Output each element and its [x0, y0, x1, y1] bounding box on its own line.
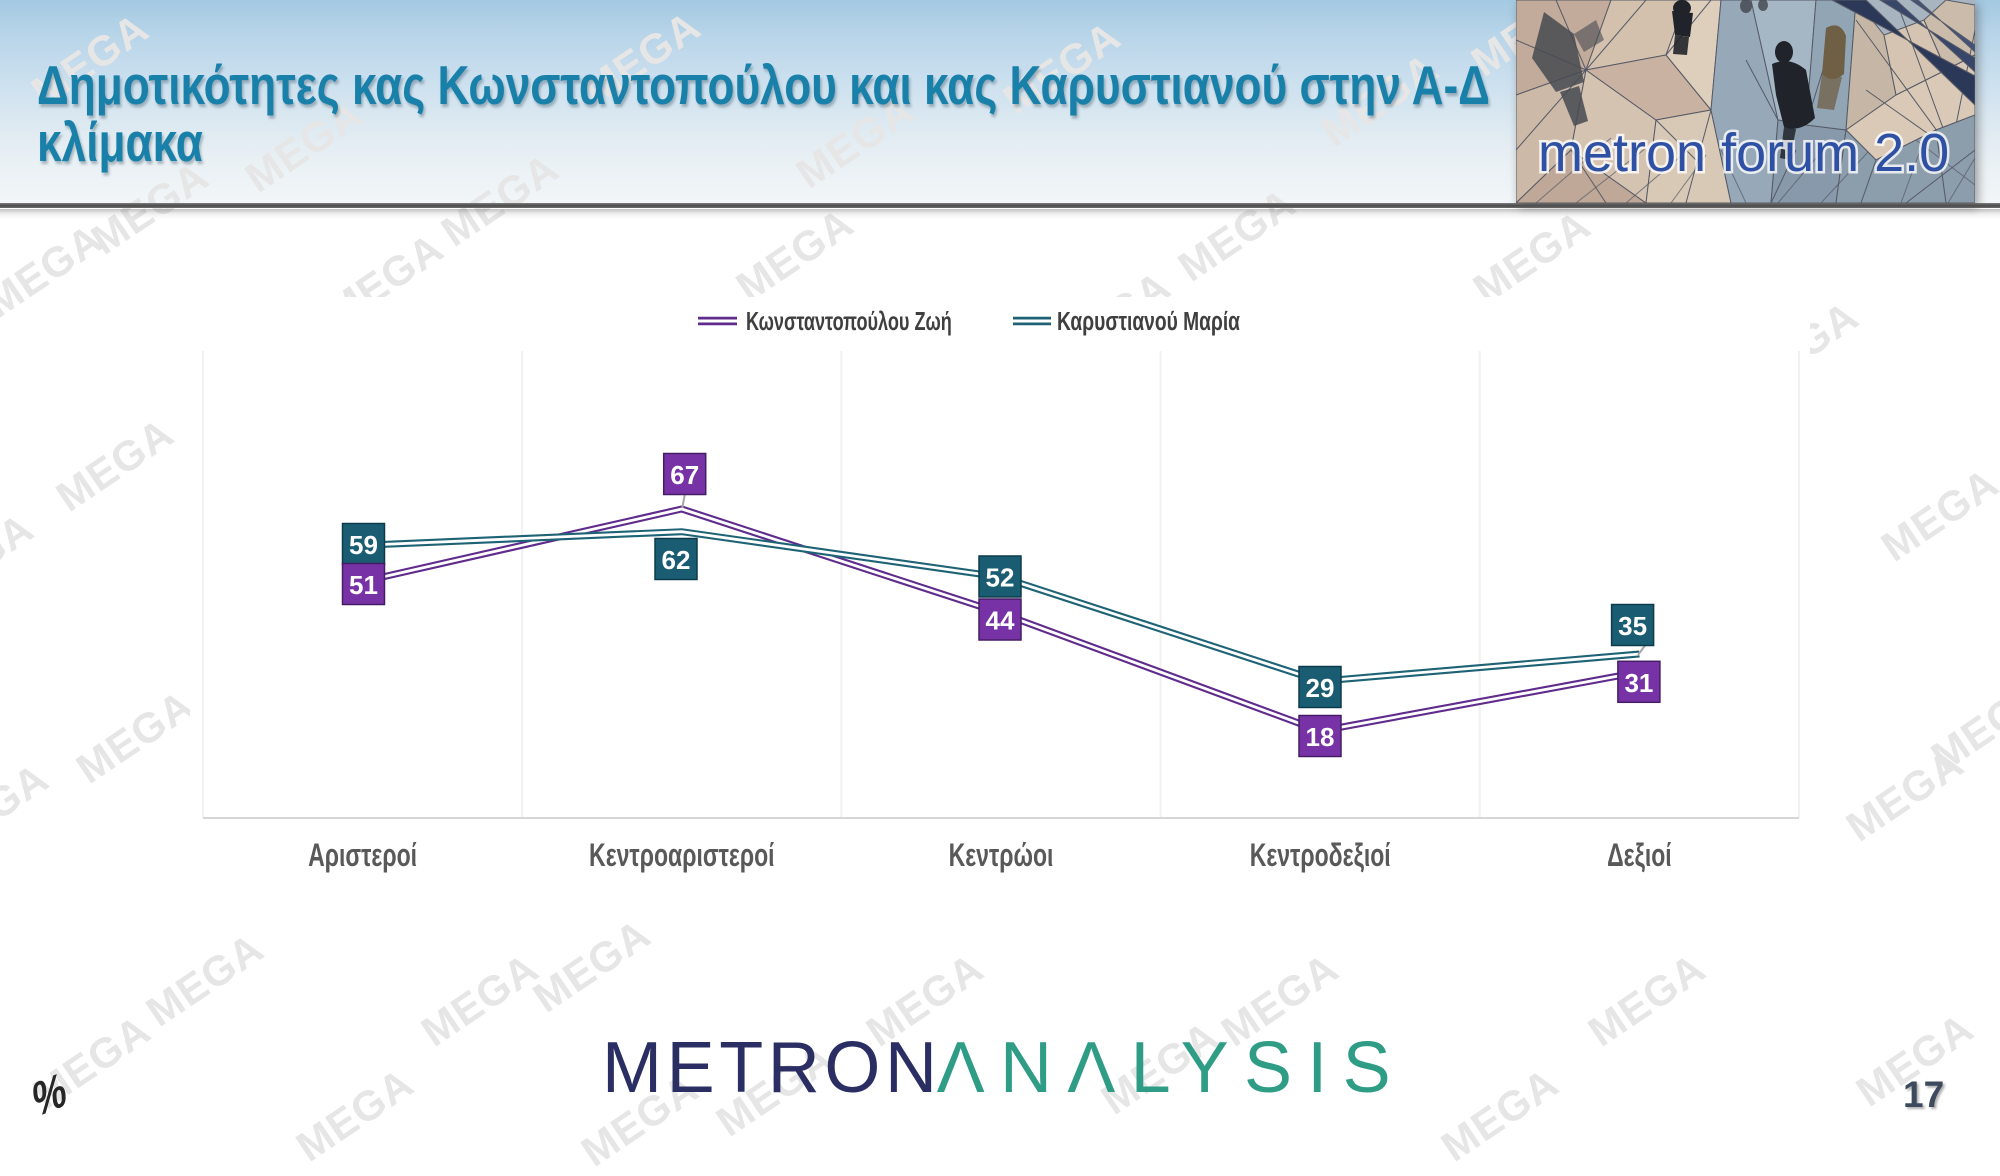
svg-text:29: 29 [1306, 673, 1335, 703]
svg-text:62: 62 [662, 545, 691, 575]
svg-text:metron forum 2.0: metron forum 2.0 [1538, 123, 1949, 183]
svg-text:31: 31 [1624, 668, 1653, 698]
svg-text:Καρυστιανού Μαρία: Καρυστιανού Μαρία [1057, 306, 1240, 336]
svg-text:67: 67 [670, 460, 699, 490]
svg-text:Κεντρώοι: Κεντρώοι [949, 837, 1054, 873]
svg-text:18: 18 [1306, 722, 1335, 752]
svg-text:59: 59 [349, 530, 378, 560]
svg-text:metron forum 2.0: metron forum 2.0 [1538, 123, 1949, 183]
svg-text:Κεντροαριστεροί: Κεντροαριστεροί [589, 837, 774, 873]
svg-text:35: 35 [1618, 611, 1647, 641]
svg-text:Κεντροδεξιοί: Κεντροδεξιοί [1250, 837, 1391, 873]
svg-text:52: 52 [986, 563, 1015, 593]
svg-text:Αριστεροί: Αριστεροί [308, 837, 417, 873]
svg-text:Δεξιοί: Δεξιοί [1607, 837, 1672, 873]
svg-text:Κωνσταντοπούλου Ζωή: Κωνσταντοπούλου Ζωή [746, 307, 952, 336]
svg-text:44: 44 [986, 606, 1015, 636]
svg-text:51: 51 [349, 570, 378, 600]
